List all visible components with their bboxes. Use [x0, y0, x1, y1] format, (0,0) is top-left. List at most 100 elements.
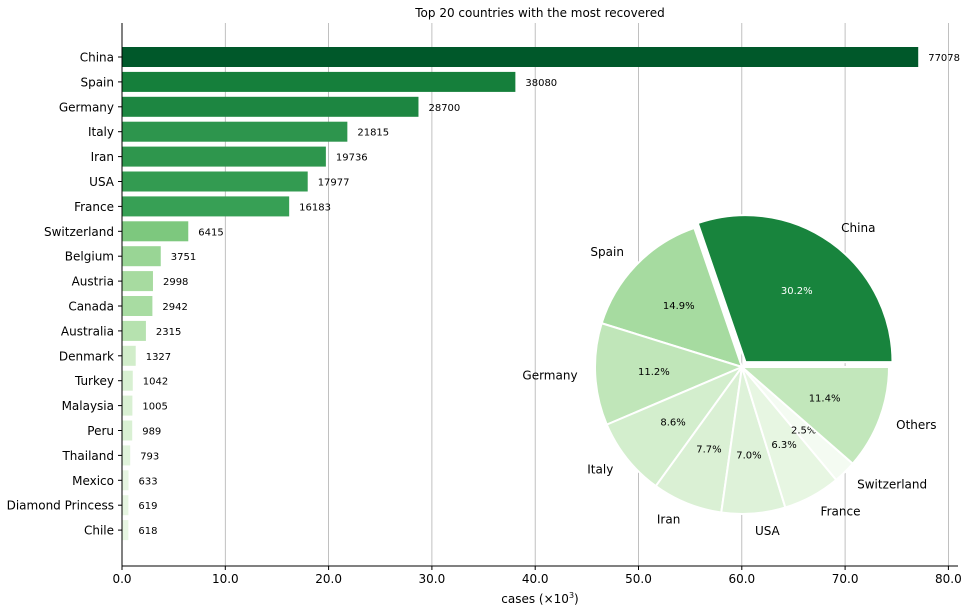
x-tick-label: 50.0 [625, 572, 652, 586]
bar-value-label: 2998 [163, 277, 188, 288]
y-tick-label: China [80, 51, 114, 65]
bar-thailand [122, 445, 131, 466]
bar-value-label: 17977 [318, 178, 350, 189]
bar-australia [122, 320, 146, 341]
bar-value-label: 19736 [336, 153, 368, 164]
x-tick-label: 80.0 [935, 572, 962, 586]
x-ticks: 0.0 10.0 20.0 30.0 40.0 50.0 60.0 70.0 80.0 [112, 566, 962, 586]
bar-value-label: 618 [138, 526, 157, 537]
bar-value-label: 1327 [146, 352, 171, 363]
chart-title: Top 20 countries with the most recovered [414, 6, 664, 20]
pie-slice-germany [594, 322, 743, 426]
bar-value-label: 2942 [162, 302, 187, 313]
bar-peru [122, 420, 133, 441]
y-tick-label: France [74, 200, 114, 214]
bar-canada [122, 296, 153, 316]
pie-category-label: France [821, 505, 861, 519]
y-tick-label: Belgium [65, 250, 114, 264]
bar-denmark [122, 345, 136, 366]
x-tick-label: 10.0 [212, 572, 239, 586]
pie-percent-label: 8.6% [660, 418, 685, 429]
axes [121, 23, 958, 567]
bar-malaysia [122, 395, 133, 416]
y-tick-label: Iran [91, 150, 114, 164]
bar-value-label: 3751 [171, 252, 196, 263]
y-tick-label: Austria [72, 275, 114, 289]
y-tick-label: Australia [61, 324, 114, 338]
pie-percent-label: 14.9% [663, 301, 695, 312]
bar-value-label: 2315 [156, 327, 181, 338]
bar-value-label: 21815 [357, 128, 389, 139]
x-axis-label: cases (×103) [501, 591, 578, 606]
y-tick-label: Malaysia [62, 399, 114, 413]
y-tick-label: Italy [88, 125, 114, 139]
y-tick-label: Switzerland [44, 225, 114, 239]
pie-percent-label: 7.0% [736, 450, 761, 461]
bar-value-label: 77078 [928, 53, 960, 64]
pie-category-label: Italy [587, 463, 613, 477]
pie-percent-label: 7.7% [696, 444, 721, 455]
y-tick-labels: China Spain Germany Italy Iran USA France Switz… [7, 51, 122, 538]
y-tick-label: Denmark [59, 349, 114, 363]
pie-slice-china [696, 214, 894, 364]
y-tick-label: Peru [87, 424, 114, 438]
bar-france [122, 196, 290, 217]
y-tick-label: Mexico [72, 474, 114, 488]
y-tick-label: Spain [80, 75, 114, 89]
pie-percent-label: 6.3% [771, 440, 796, 451]
bar-switzerland [122, 221, 189, 242]
y-tick-label: USA [89, 175, 115, 189]
bar-value-label: 1042 [143, 377, 168, 388]
bar-data-labels: 77078 38080 28700 21815 19736 17977 16183 6415 3… [138, 53, 960, 537]
bar-series [122, 47, 919, 541]
y-tick-label: Turkey [74, 374, 114, 388]
pie-category-label: Switzerland [857, 478, 927, 492]
pie-chart: 30.2% China 14.9% Spain 11.2% Germany 8.6% Ital… [522, 214, 936, 538]
bar-spain [122, 71, 516, 92]
pie-category-label: Iran [657, 513, 680, 527]
bar-turkey [122, 370, 133, 391]
bar-value-label: 28700 [428, 103, 460, 114]
x-tick-label: 40.0 [522, 572, 549, 586]
pie-category-label: USA [755, 524, 781, 538]
bar-belgium [122, 246, 161, 267]
bar-germany [122, 96, 419, 117]
y-tick-label: Chile [84, 524, 114, 538]
pie-percent-label: 2.5% [791, 426, 816, 437]
bar-value-label: 633 [139, 476, 158, 487]
x-tick-label: 70.0 [832, 572, 859, 586]
bar-iran [122, 146, 326, 167]
pie-percent-label: 11.2% [638, 367, 670, 378]
bar-italy [122, 121, 348, 142]
x-tick-label: 0.0 [112, 572, 131, 586]
y-tick-label: Diamond Princess [7, 499, 114, 513]
pie-category-label: Others [896, 418, 936, 432]
bar-value-label: 989 [142, 427, 161, 438]
bar-usa [122, 171, 308, 192]
bar-value-label: 38080 [525, 78, 557, 89]
pie-percent-label: 11.4% [809, 393, 841, 404]
bar-value-label: 793 [140, 451, 159, 462]
x-tick-label: 30.0 [419, 572, 446, 586]
bar-chile [122, 520, 129, 541]
bar-value-label: 6415 [198, 227, 223, 238]
bar-value-label: 619 [138, 501, 157, 512]
bar-mexico [122, 470, 129, 491]
y-tick-label: Canada [68, 300, 114, 314]
bar-austria [122, 271, 153, 292]
pie-slice-others [741, 366, 890, 465]
bar-value-label: 16183 [299, 202, 331, 213]
pie-category-label: Germany [522, 368, 577, 382]
pie-category-label: China [841, 221, 875, 235]
x-tick-label: 60.0 [728, 572, 755, 586]
pie-slice-spain [600, 226, 743, 368]
pie-percent-label: 30.2% [781, 286, 813, 297]
bar-china [122, 47, 919, 67]
x-tick-label: 20.0 [315, 572, 342, 586]
bar-diamond-princess [122, 495, 129, 516]
y-tick-label: Germany [59, 100, 114, 114]
bar-value-label: 1005 [142, 402, 167, 413]
pie-category-label: Spain [590, 245, 624, 259]
y-tick-label: Thailand [61, 449, 114, 463]
